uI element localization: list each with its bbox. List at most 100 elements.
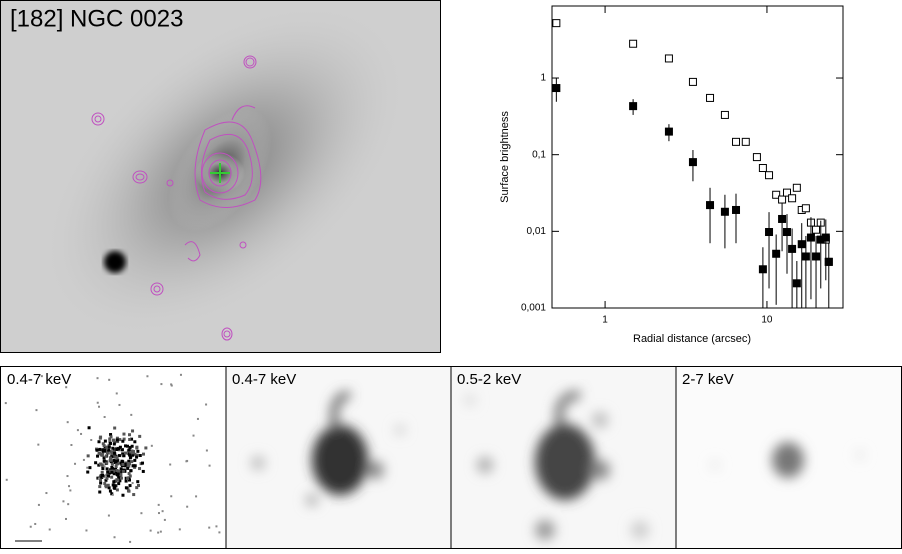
count-pixel bbox=[112, 438, 116, 442]
count-pixel bbox=[135, 486, 139, 490]
count-pixel bbox=[110, 492, 114, 496]
count-pixel bbox=[196, 417, 199, 420]
count-pixel bbox=[133, 464, 137, 468]
count-pixel bbox=[138, 467, 142, 471]
data-point bbox=[824, 257, 833, 266]
count-pixel bbox=[124, 451, 128, 455]
count-pixel bbox=[135, 445, 139, 449]
count-pixel bbox=[157, 531, 160, 534]
data-point bbox=[664, 127, 673, 136]
count-pixel bbox=[108, 489, 112, 493]
count-pixel bbox=[111, 483, 115, 487]
count-pixel bbox=[128, 433, 132, 437]
count-pixel bbox=[136, 480, 140, 484]
count-pixel bbox=[121, 460, 125, 464]
count-pixel bbox=[115, 488, 119, 492]
count-pixel bbox=[112, 480, 116, 484]
data-point bbox=[797, 240, 806, 249]
count-pixel bbox=[133, 458, 137, 462]
count-pixel bbox=[117, 469, 121, 473]
count-pixel bbox=[98, 405, 101, 408]
count-pixel bbox=[116, 462, 120, 466]
count-pixel bbox=[40, 375, 43, 378]
count-pixel bbox=[67, 503, 70, 506]
count-pixel bbox=[37, 503, 40, 506]
data-point bbox=[792, 279, 801, 288]
count-pixel bbox=[101, 467, 105, 471]
data-point bbox=[629, 102, 638, 111]
count-pixel bbox=[104, 485, 108, 489]
count-pixel bbox=[121, 493, 125, 497]
count-pixel bbox=[100, 453, 104, 457]
count-pixel bbox=[133, 440, 137, 444]
count-pixel bbox=[130, 444, 134, 448]
count-pixel bbox=[150, 444, 153, 447]
y-axis-label: Surface brightness bbox=[499, 111, 511, 203]
count-pixel bbox=[66, 475, 69, 478]
count-pixel bbox=[121, 462, 125, 466]
count-pixel bbox=[103, 439, 107, 443]
count-pixel bbox=[131, 453, 135, 457]
count-pixel bbox=[114, 460, 118, 464]
count-pixel bbox=[138, 454, 142, 458]
count-pixel bbox=[119, 473, 123, 477]
count-pixel bbox=[170, 383, 173, 386]
count-pixel bbox=[88, 466, 92, 470]
count-pixel bbox=[100, 470, 104, 474]
count-pixel bbox=[4, 402, 7, 405]
count-pixel bbox=[122, 432, 126, 436]
count-pixel bbox=[118, 445, 122, 449]
count-pixel bbox=[141, 469, 145, 473]
count-pixel bbox=[105, 445, 109, 449]
count-pixel bbox=[96, 454, 100, 458]
count-pixel bbox=[131, 429, 135, 433]
count-pixel bbox=[102, 444, 106, 448]
count-pixel bbox=[115, 438, 119, 442]
plot-frame bbox=[551, 5, 844, 309]
count-pixel bbox=[106, 451, 110, 455]
count-pixel bbox=[129, 451, 133, 455]
count-pixel bbox=[86, 470, 90, 474]
count-pixel bbox=[128, 453, 132, 457]
count-pixel bbox=[64, 517, 67, 520]
count-pixel bbox=[70, 444, 73, 447]
count-pixel bbox=[82, 458, 85, 461]
count-pixel bbox=[208, 464, 211, 467]
y-tick-label: 0,1 bbox=[532, 149, 546, 160]
count-pixel bbox=[110, 470, 114, 474]
data-point bbox=[806, 233, 815, 242]
data-point bbox=[778, 195, 787, 204]
count-pixel bbox=[208, 526, 211, 529]
data-point bbox=[765, 228, 774, 237]
count-pixel bbox=[135, 453, 139, 457]
count-pixel bbox=[138, 434, 142, 438]
count-pixel bbox=[105, 467, 109, 471]
y-tick-label: 1 bbox=[540, 73, 546, 84]
count-pixel bbox=[119, 461, 123, 465]
count-pixel bbox=[127, 448, 131, 452]
count-pixel bbox=[124, 486, 128, 490]
count-pixel bbox=[116, 458, 120, 462]
count-pixel bbox=[103, 482, 107, 486]
data-point bbox=[782, 188, 791, 197]
count-pixel bbox=[62, 500, 65, 503]
count-pixel bbox=[107, 445, 111, 449]
count-pixel bbox=[178, 528, 181, 531]
count-pixel bbox=[106, 474, 110, 478]
count-pixel bbox=[205, 403, 208, 406]
data-point bbox=[792, 183, 801, 192]
data-point bbox=[688, 158, 697, 167]
count-pixel bbox=[117, 482, 121, 486]
count-pixel bbox=[113, 440, 117, 444]
count-pixel bbox=[115, 392, 118, 395]
data-point bbox=[741, 137, 750, 146]
data-point bbox=[772, 249, 781, 258]
count-pixel bbox=[116, 478, 120, 482]
data-point bbox=[752, 153, 761, 162]
count-pixel bbox=[111, 493, 114, 496]
count-pixel bbox=[124, 444, 128, 448]
raw-counts bbox=[4, 373, 221, 543]
count-pixel bbox=[144, 446, 148, 450]
count-pixel bbox=[131, 482, 134, 485]
